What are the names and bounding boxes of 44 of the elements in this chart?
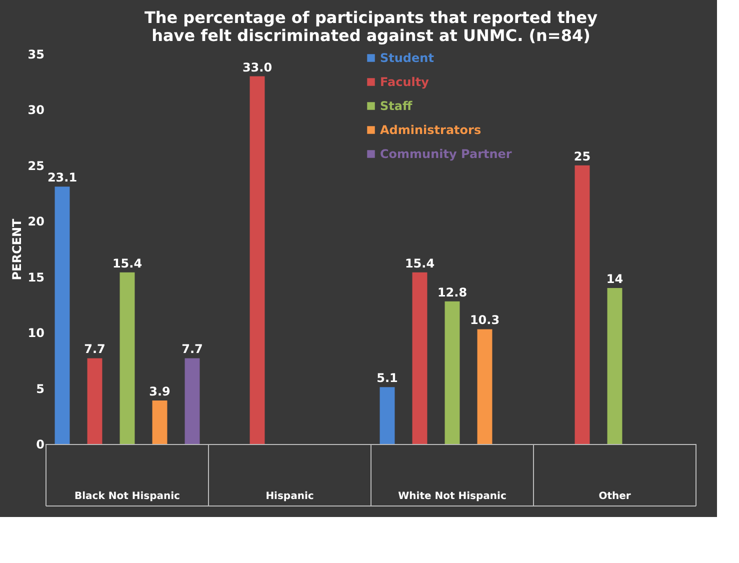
data-label: 10.3: [470, 313, 500, 328]
legend-label: Community Partner: [380, 147, 512, 161]
data-label: 15.4: [112, 256, 142, 270]
bar: [184, 358, 200, 444]
bar: [607, 288, 622, 444]
data-label: 7.7: [182, 342, 203, 356]
x-tick-label: Black Not Hispanic: [74, 491, 180, 502]
bar: [250, 76, 265, 444]
y-tick-label: 10: [28, 326, 44, 340]
data-label: 25: [574, 149, 591, 164]
y-tick-label: 15: [28, 270, 44, 284]
data-label: 5.1: [376, 371, 398, 386]
data-label: 33.0: [242, 60, 272, 74]
data-label: 23.1: [47, 170, 78, 185]
y-tick-label: 0: [36, 438, 44, 452]
legend-label: Staff: [380, 99, 412, 113]
legend-label: Administrators: [380, 123, 482, 137]
bar: [380, 387, 395, 444]
bar: [87, 358, 102, 444]
data-label: 15.4: [404, 256, 435, 270]
text: The percentage of participants that reported they: [144, 8, 598, 27]
bar: [152, 400, 168, 444]
x-tick-label: Hispanic: [266, 491, 314, 502]
bar: [574, 165, 590, 444]
bar: [444, 301, 460, 444]
data-label: 12.8: [437, 285, 468, 300]
data-label: 3.9: [149, 384, 170, 399]
y-tick-label: 20: [28, 214, 44, 229]
legend-label: Faculty: [380, 75, 430, 89]
bar: [54, 186, 70, 444]
data-label: 7.7: [84, 342, 106, 356]
x-tick-label: Other: [598, 491, 631, 502]
y-tick-label: 5: [36, 382, 44, 396]
bar: [477, 329, 492, 444]
legend-label: Student: [380, 51, 434, 65]
y-tick-label: 25: [28, 158, 44, 173]
x-tick-label: White Not Hispanic: [398, 491, 506, 502]
data-label: 14: [606, 272, 624, 286]
text: have felt discriminated against at UNMC. (n=84): [152, 26, 590, 45]
y-tick-label: 35: [28, 48, 44, 62]
y-tick-label: 30: [28, 103, 44, 118]
y-axis-title: PERCENT: [10, 218, 24, 280]
bar: [120, 272, 135, 444]
bar: [412, 272, 428, 444]
